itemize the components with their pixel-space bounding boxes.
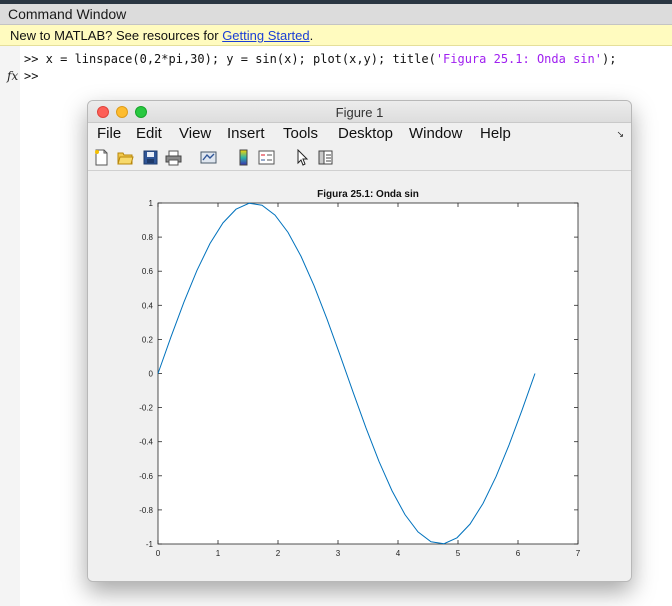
x-tick-label: 7 xyxy=(576,549,581,558)
series-line[interactable] xyxy=(157,202,536,545)
menu-window[interactable]: Window xyxy=(409,125,463,142)
window-top-strip xyxy=(0,0,672,4)
y-tick-label: 0 xyxy=(149,370,154,379)
link-plot-icon[interactable] xyxy=(200,149,217,166)
command-prompt: >> xyxy=(24,52,39,66)
menu-tools[interactable]: Tools xyxy=(283,125,319,142)
y-tick-label: -0.4 xyxy=(139,438,153,447)
getting-started-link[interactable]: Getting Started xyxy=(222,28,310,43)
zoom-window-icon[interactable] xyxy=(135,106,147,118)
y-tick-label: 1 xyxy=(149,199,154,208)
command-code-end: ); xyxy=(601,52,617,66)
figure-toolbar xyxy=(88,145,631,171)
menu-edit[interactable]: Edit xyxy=(136,125,162,142)
command-window-title: Command Window xyxy=(0,4,672,25)
dock-arrow-icon[interactable]: ↘ xyxy=(616,129,624,139)
y-axis: -1 -0.8 -0.6 -0.4 -0.2 0 0.2 0.4 0.6 0.8 1 xyxy=(139,199,578,549)
new-figure-icon[interactable] xyxy=(93,149,110,166)
figure-titlebar[interactable]: Figure 1 xyxy=(88,101,631,123)
command-code: x = linspace(0,2*pi,30); y = sin(x); plo… xyxy=(38,52,436,66)
x-tick-label: 3 xyxy=(336,549,341,558)
figure-window: Figure 1 File Edit View Insert Tools Des… xyxy=(87,100,632,582)
menu-file[interactable]: File xyxy=(97,125,122,142)
y-tick-label: -1 xyxy=(146,540,154,549)
command-input-line[interactable]: >> xyxy=(24,69,38,83)
y-tick-label: 0.6 xyxy=(142,267,154,276)
banner-text: New to MATLAB? See resources for xyxy=(10,28,223,43)
command-prompt-empty: >> xyxy=(24,69,39,83)
save-icon[interactable] xyxy=(142,149,159,166)
menu-help[interactable]: Help xyxy=(480,125,511,142)
figure-window-title: Figure 1 xyxy=(335,105,384,120)
close-window-icon[interactable] xyxy=(97,106,109,118)
x-axis: 0 1 2 3 4 5 6 7 xyxy=(156,203,581,558)
x-tick-label: 5 xyxy=(456,549,461,558)
menu-desktop[interactable]: Desktop xyxy=(338,125,394,142)
y-tick-label: -0.8 xyxy=(139,506,153,515)
command-window-gutter xyxy=(0,46,20,606)
getting-started-banner: New to MATLAB? See resources for Getting… xyxy=(0,25,672,46)
figure-canvas[interactable]: Figura 25.1: Onda sin 0 1 2 3 4 5 6 7 -1 -0.8 -0.… xyxy=(88,172,632,582)
y-tick-label: 0.4 xyxy=(142,301,154,310)
colorbar-icon[interactable] xyxy=(235,149,252,166)
function-browser-icon[interactable]: fx xyxy=(7,69,19,83)
menu-insert[interactable]: Insert xyxy=(227,125,265,142)
y-tick-label: -0.6 xyxy=(139,472,153,481)
y-tick-label: -0.2 xyxy=(139,404,153,413)
plot-title: Figura 25.1: Onda sin xyxy=(317,189,419,200)
x-tick-label: 2 xyxy=(276,549,281,558)
command-string-literal: 'Figura 25.1: Onda sin' xyxy=(435,52,602,66)
x-tick-label: 4 xyxy=(396,549,401,558)
y-tick-label: 0.8 xyxy=(142,233,154,242)
x-tick-label: 0 xyxy=(156,549,161,558)
banner-period: . xyxy=(309,28,314,43)
command-history-line[interactable]: >> x = linspace(0,2*pi,30); y = sin(x); … xyxy=(24,52,616,66)
legend-icon[interactable] xyxy=(258,149,275,166)
pointer-icon[interactable] xyxy=(294,149,311,166)
print-icon[interactable] xyxy=(165,149,182,166)
minimize-window-icon[interactable] xyxy=(116,106,128,118)
menu-view[interactable]: View xyxy=(179,125,212,142)
axes-box[interactable] xyxy=(157,202,579,545)
property-inspector-icon[interactable] xyxy=(317,149,334,166)
open-file-icon[interactable] xyxy=(117,149,134,166)
x-tick-label: 6 xyxy=(516,549,521,558)
y-tick-label: 0.2 xyxy=(142,335,154,344)
x-tick-label: 1 xyxy=(216,549,221,558)
plot-svg[interactable]: Figura 25.1: Onda sin 0 1 2 3 4 5 6 7 -1 -0.8 -0.… xyxy=(88,172,632,582)
figure-menubar: File Edit View Insert Tools Desktop Wind… xyxy=(88,123,631,145)
